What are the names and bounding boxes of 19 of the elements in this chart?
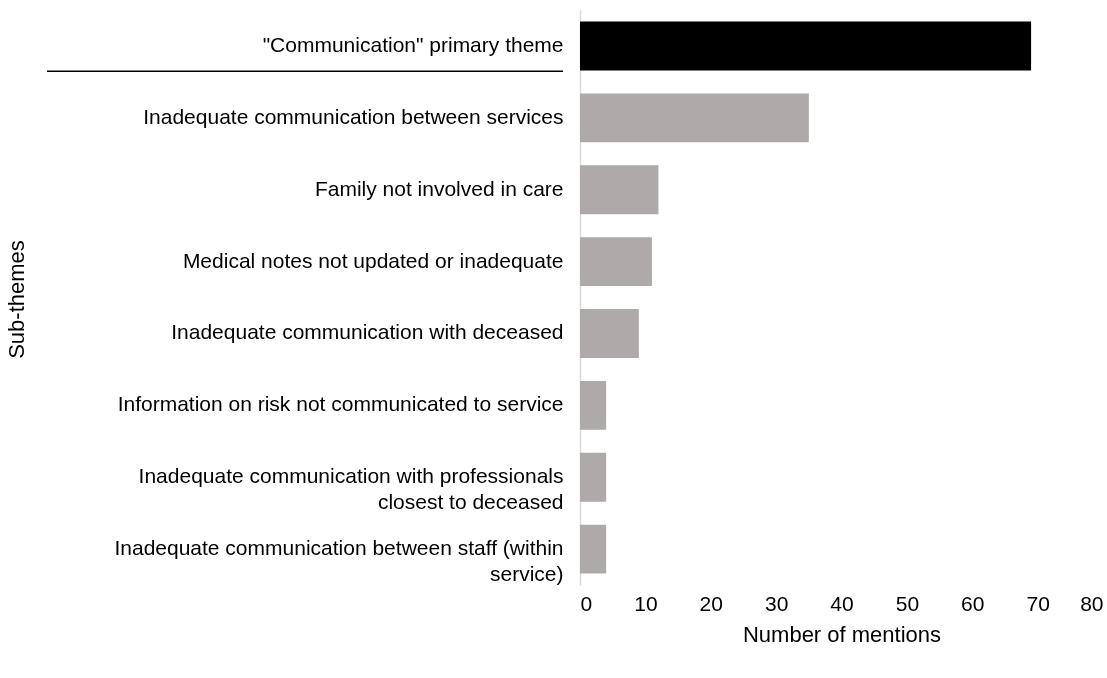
y-tick-label: Inadequate communication between services	[143, 104, 564, 128]
x-tick-label: 80	[1080, 591, 1104, 615]
y-tick-label: Inadequate communication with professionals closest to deceased	[138, 464, 564, 514]
y-tick-label: Inadequate communication between staff (within service)	[114, 536, 564, 586]
y-tick-label: Information on risk not communicated to service	[117, 392, 564, 416]
x-axis-title: Number of mentions	[742, 621, 942, 647]
y-tick-label: Inadequate communication with deceased	[171, 320, 564, 344]
y-tick-label: Medical notes not updated or inadequate	[182, 248, 564, 272]
x-tick-label: 10	[634, 591, 658, 615]
x-tick-label: 60	[961, 591, 985, 615]
y-tick-label: Family not involved in care	[314, 176, 564, 200]
x-tick-label: 50	[895, 591, 920, 615]
x-tick-label: 0	[580, 591, 593, 615]
y-axis-title: Sub-themes	[3, 240, 29, 359]
x-tick-label: 30	[764, 591, 789, 615]
x-tick-label: 70	[1026, 591, 1050, 615]
y-tick-label: "Communication" primary theme	[262, 32, 564, 56]
x-tick-label: 20	[699, 591, 723, 615]
x-tick-label: 40	[830, 591, 854, 615]
